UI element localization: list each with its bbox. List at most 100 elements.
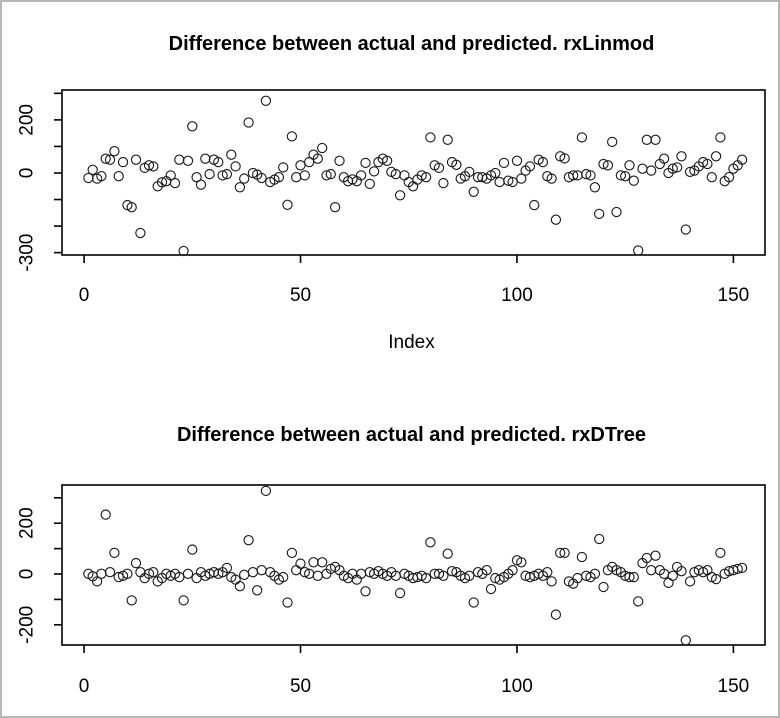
data-point xyxy=(286,131,298,142)
data-point xyxy=(684,166,696,178)
data-point xyxy=(702,158,713,170)
data-point xyxy=(204,168,215,180)
data-point xyxy=(187,121,198,132)
data-point xyxy=(624,160,635,171)
data-point xyxy=(732,563,743,575)
data-point xyxy=(611,206,622,218)
y-tick-label: 0 xyxy=(17,569,38,580)
data-point xyxy=(394,190,406,201)
x-tick-label: 0 xyxy=(79,285,90,306)
data-point xyxy=(282,597,293,608)
y-tick-label: 200 xyxy=(17,104,38,136)
data-point xyxy=(620,171,631,182)
data-point xyxy=(360,586,371,597)
data-point xyxy=(226,149,237,160)
data-point xyxy=(96,568,107,579)
data-point xyxy=(260,95,272,106)
data-point xyxy=(671,162,683,173)
data-point xyxy=(658,153,670,164)
data-point xyxy=(113,571,124,583)
data-point xyxy=(256,565,267,576)
data-point xyxy=(256,172,267,184)
data-point xyxy=(282,199,293,210)
data-point xyxy=(568,170,579,181)
data-point xyxy=(174,571,185,583)
x-tick-label: 50 xyxy=(290,676,311,697)
y-tick-label: 200 xyxy=(17,507,38,539)
x-tick-label: 150 xyxy=(718,285,750,306)
data-point xyxy=(710,151,722,162)
data-point xyxy=(178,245,189,257)
data-point xyxy=(100,509,111,520)
data-point xyxy=(576,132,588,143)
data-point xyxy=(524,571,536,583)
data-point xyxy=(278,162,289,173)
data-point xyxy=(559,547,570,559)
plot-box xyxy=(61,484,766,646)
data-point xyxy=(516,557,527,568)
data-point xyxy=(615,170,627,181)
data-point xyxy=(148,161,159,172)
data-point xyxy=(87,164,98,175)
data-point xyxy=(633,245,644,256)
data-point xyxy=(598,158,609,170)
data-point xyxy=(286,547,298,559)
data-point xyxy=(234,182,246,193)
data-point xyxy=(602,160,614,171)
data-point xyxy=(295,558,306,569)
data-point xyxy=(117,156,129,168)
data-point xyxy=(165,170,176,181)
data-point xyxy=(325,168,336,180)
data-point xyxy=(451,159,462,170)
data-point xyxy=(624,571,635,583)
data-point xyxy=(667,570,678,581)
data-point xyxy=(109,547,120,559)
data-point xyxy=(676,566,687,577)
data-point xyxy=(442,134,453,145)
data-point xyxy=(122,568,133,579)
data-point xyxy=(260,485,272,497)
data-point xyxy=(187,544,198,555)
data-point xyxy=(182,568,194,579)
data-point xyxy=(169,177,181,189)
data-point xyxy=(676,151,687,162)
data-point xyxy=(381,155,393,166)
data-point xyxy=(446,566,458,577)
data-point xyxy=(546,173,557,184)
data-point xyxy=(650,134,661,145)
data-point xyxy=(213,156,224,168)
data-point xyxy=(646,165,657,176)
data-point xyxy=(589,568,601,579)
data-point xyxy=(221,168,233,180)
data-point xyxy=(433,162,445,174)
data-point xyxy=(542,567,553,578)
data-point xyxy=(507,176,518,188)
x-tick-label: 100 xyxy=(501,676,533,697)
data-point xyxy=(247,567,259,578)
plot-title-rxdtree: Difference between actual and predicted.… xyxy=(176,424,647,446)
data-point xyxy=(321,170,332,181)
data-point xyxy=(291,172,302,183)
data-point xyxy=(680,224,691,235)
data-point xyxy=(628,175,639,186)
data-point xyxy=(329,202,341,213)
data-point xyxy=(195,179,207,190)
data-point xyxy=(143,160,155,171)
data-point xyxy=(524,161,536,172)
data-point xyxy=(234,581,246,592)
data-point xyxy=(239,569,250,580)
data-point xyxy=(334,155,345,166)
data-point xyxy=(213,568,224,579)
y-tick-label: -200 xyxy=(17,606,38,644)
data-point xyxy=(607,136,618,148)
data-point xyxy=(706,172,717,183)
data-point xyxy=(360,157,371,169)
y-tick-label: 0 xyxy=(17,168,38,179)
data-point xyxy=(143,568,155,579)
data-point xyxy=(598,581,609,593)
data-point xyxy=(130,154,142,165)
data-point xyxy=(230,161,241,172)
data-point xyxy=(191,172,202,183)
